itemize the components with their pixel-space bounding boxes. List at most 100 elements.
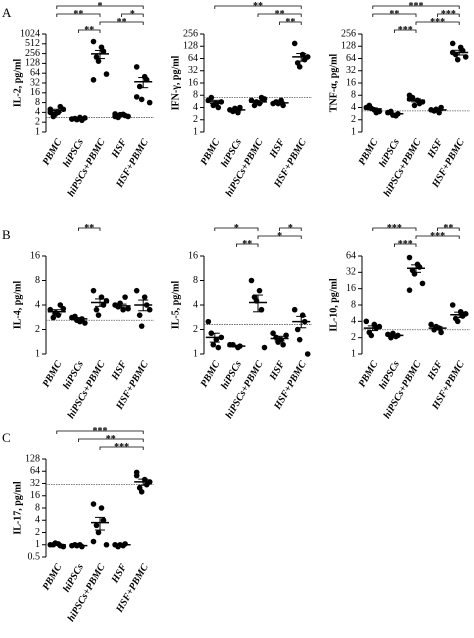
significance-label: * xyxy=(98,1,103,12)
y-tick-label: 1024 xyxy=(20,28,40,39)
significance-label: ** xyxy=(84,223,94,234)
data-point xyxy=(133,287,140,294)
y-tick-label: 32 xyxy=(188,65,198,76)
y-tick-label: 4 xyxy=(351,316,356,327)
data-point xyxy=(60,305,67,312)
y-tick-label: 16 xyxy=(346,283,356,294)
significance-label: *** xyxy=(398,239,413,250)
significance-bracket xyxy=(394,29,417,33)
data-point xyxy=(248,277,255,284)
y-tick-label: 8 xyxy=(193,90,198,101)
significance-bracket xyxy=(257,235,302,239)
data-point xyxy=(296,64,303,70)
data-point xyxy=(449,40,456,47)
significance-label: *** xyxy=(441,9,456,20)
y-tick-label: 64 xyxy=(346,53,356,64)
data-point xyxy=(93,306,100,313)
significance-bracket xyxy=(78,29,101,33)
significance-bracket xyxy=(437,13,460,17)
significance-bracket xyxy=(279,227,302,231)
y-tick-label: 16 xyxy=(30,490,40,501)
x-tick-label: HSF xyxy=(109,359,129,383)
significance-bracket xyxy=(279,21,302,25)
y-tick-label: 4 xyxy=(35,299,40,310)
data-point xyxy=(50,314,57,321)
data-point xyxy=(428,321,434,328)
y-tick-label: 1 xyxy=(35,539,40,550)
data-point xyxy=(133,64,140,70)
significance-label: ** xyxy=(242,239,252,250)
significance-bracket xyxy=(99,446,144,450)
data-point xyxy=(136,83,143,90)
data-point xyxy=(133,472,140,479)
y-tick-label: 1 xyxy=(193,348,198,359)
y-tick-label: 128 xyxy=(183,41,198,52)
y-tick-label: 16 xyxy=(30,87,40,98)
significance-bracket xyxy=(372,13,417,17)
data-point xyxy=(256,287,263,294)
significance-bracket xyxy=(394,243,417,247)
data-point xyxy=(79,543,85,550)
data-point xyxy=(406,287,413,293)
y-tick-label: 128 xyxy=(25,453,40,464)
y-tick-label: 256 xyxy=(341,28,356,39)
significance-label: ** xyxy=(389,9,399,20)
panel-label: C xyxy=(2,430,11,445)
x-tick-label: HSF xyxy=(425,137,445,161)
significance-bracket xyxy=(78,227,101,231)
y-tick-label: 1 xyxy=(193,126,198,137)
y-tick-label: 2 xyxy=(193,324,198,335)
y-tick-label: 1 xyxy=(351,348,356,359)
significance-label: ** xyxy=(84,25,94,36)
y-tick-label: 256 xyxy=(183,28,198,39)
significance-bracket xyxy=(415,21,460,25)
data-point xyxy=(138,323,145,329)
significance-bracket xyxy=(56,430,144,434)
significance-bracket xyxy=(99,21,144,25)
y-tick-label: 8 xyxy=(35,97,40,108)
significance-label: *** xyxy=(409,1,424,12)
y-tick-label: 64 xyxy=(30,67,40,78)
significance-label: ** xyxy=(117,17,127,28)
y-tick-label: 128 xyxy=(341,41,356,52)
data-point xyxy=(138,96,145,103)
data-point xyxy=(270,330,276,337)
significance-label: *** xyxy=(430,17,445,28)
data-point xyxy=(462,54,469,60)
data-point xyxy=(146,306,153,313)
y-tick-label: 4 xyxy=(35,515,40,526)
y-tick-label: 256 xyxy=(25,48,40,59)
y-axis-label: IL-2, pg/ml xyxy=(12,59,23,108)
y-tick-label: 16 xyxy=(188,77,198,88)
x-tick-label: HSF xyxy=(109,137,129,161)
significance-bracket xyxy=(56,5,144,9)
data-point xyxy=(376,108,383,115)
y-tick-label: 32 xyxy=(30,77,40,88)
significance-label: ** xyxy=(73,9,83,20)
data-point xyxy=(454,318,461,325)
y-tick-label: 16 xyxy=(30,250,40,261)
y-tick-label: 128 xyxy=(25,58,40,69)
y-tick-label: 2 xyxy=(351,114,356,125)
data-point xyxy=(103,541,110,548)
data-point xyxy=(95,58,102,64)
data-point xyxy=(122,294,128,300)
data-point xyxy=(406,254,413,261)
data-point xyxy=(261,344,268,351)
x-tick-label: HSF xyxy=(425,359,445,383)
data-point xyxy=(146,99,153,106)
significance-label: ** xyxy=(106,434,116,445)
data-point xyxy=(120,306,126,313)
data-point xyxy=(90,38,97,45)
data-point xyxy=(208,94,215,101)
data-point xyxy=(363,318,370,325)
significance-bracket xyxy=(214,5,302,9)
significance-label: ** xyxy=(275,9,285,20)
significance-label: * xyxy=(288,223,293,234)
data-point xyxy=(205,318,212,325)
data-point xyxy=(133,94,140,100)
y-tick-label: 2 xyxy=(193,114,198,125)
data-point xyxy=(93,522,100,529)
significance-label: *** xyxy=(398,25,413,36)
y-tick-label: 4 xyxy=(351,102,356,113)
